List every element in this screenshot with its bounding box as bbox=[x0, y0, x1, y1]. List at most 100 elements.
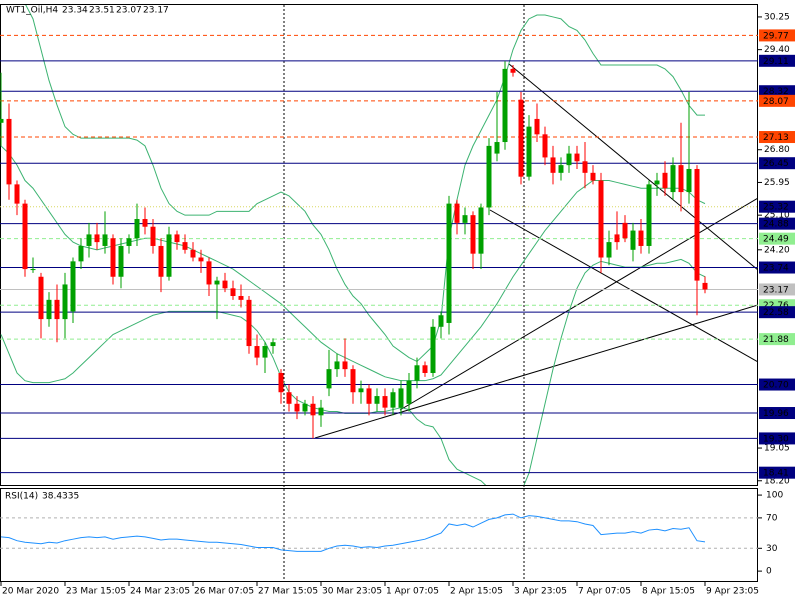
candle-body bbox=[14, 184, 20, 204]
last-low: 23.07 bbox=[116, 6, 142, 16]
level-label-box bbox=[759, 232, 795, 245]
candle-body bbox=[294, 403, 300, 412]
rsi-line bbox=[0, 513, 706, 552]
main-plot bbox=[0, 5, 758, 485]
main-frame bbox=[0, 4, 758, 486]
candle-body bbox=[582, 161, 588, 173]
level-label: 24.49 bbox=[763, 235, 789, 245]
level-label-box bbox=[759, 407, 795, 420]
candle-body bbox=[598, 180, 604, 258]
candle-body bbox=[70, 261, 76, 312]
candle-body bbox=[374, 396, 380, 404]
level-label-box bbox=[759, 29, 795, 42]
x-tick-label: 1 Apr 07:05 bbox=[386, 587, 439, 597]
candle-body bbox=[158, 245, 164, 277]
candle-body bbox=[110, 238, 116, 277]
candle-body bbox=[494, 142, 500, 154]
candle-body bbox=[486, 145, 492, 208]
candle-body bbox=[478, 207, 484, 254]
candle-body bbox=[470, 215, 476, 254]
candle-body bbox=[350, 369, 356, 393]
x-tick-label: 2 Apr 15:05 bbox=[450, 587, 503, 597]
candle-body bbox=[662, 172, 668, 189]
level-label: 23.17 bbox=[763, 285, 789, 295]
y-tick-label: 18.20 bbox=[764, 476, 790, 486]
rsi-plot bbox=[0, 513, 758, 552]
level-label-box bbox=[759, 378, 795, 391]
candle-body bbox=[182, 242, 188, 250]
level-label-box bbox=[759, 54, 795, 67]
candle-body bbox=[214, 280, 220, 285]
level-label-box bbox=[759, 432, 795, 445]
x-tick-label: 30 Mar 23:05 bbox=[322, 587, 382, 597]
candle-body bbox=[118, 245, 124, 277]
last-high: 23.51 bbox=[89, 6, 115, 16]
candle-body bbox=[510, 68, 516, 73]
candle-body bbox=[278, 372, 284, 393]
candle-body bbox=[22, 203, 28, 270]
candle-body bbox=[6, 118, 12, 185]
level-label-box bbox=[759, 157, 795, 170]
candle-body bbox=[38, 276, 44, 320]
candle-body bbox=[678, 165, 684, 193]
x-tick-label: 27 Mar 15:05 bbox=[258, 587, 318, 597]
candle-body bbox=[702, 282, 708, 290]
level-label: 19.96 bbox=[763, 409, 789, 419]
y-tick-label: 30 bbox=[766, 544, 778, 554]
candle-body bbox=[686, 168, 692, 193]
candle-body bbox=[502, 68, 508, 143]
y-tick-label: 26.80 bbox=[764, 145, 790, 155]
last-close: 23.17 bbox=[143, 6, 169, 16]
x-tick-label: 7 Apr 07:05 bbox=[578, 587, 631, 597]
y-tick-label: 0 bbox=[766, 567, 772, 577]
bollinger-band bbox=[25, 5, 705, 363]
candle-body bbox=[462, 215, 468, 223]
trend-line bbox=[314, 304, 758, 439]
candle-body bbox=[166, 234, 172, 277]
candle-body bbox=[566, 153, 572, 166]
candle-body bbox=[102, 234, 108, 246]
candle-body bbox=[558, 165, 564, 173]
candle-body bbox=[526, 126, 532, 177]
level-label: 20.70 bbox=[763, 381, 789, 391]
candle-body bbox=[606, 242, 612, 258]
candle-body bbox=[174, 234, 180, 243]
candle-body bbox=[446, 203, 452, 323]
candle-body bbox=[238, 296, 244, 300]
candle-body bbox=[334, 361, 340, 370]
level-label: 19.30 bbox=[763, 434, 789, 444]
level-label: 26.45 bbox=[763, 159, 789, 169]
level-label-box bbox=[759, 306, 795, 319]
y-tick-label: 29.40 bbox=[764, 45, 790, 55]
candle-body bbox=[358, 388, 364, 393]
y-tick-label: 24.20 bbox=[764, 245, 790, 255]
candle-body bbox=[206, 261, 212, 285]
x-tick-label: 24 Mar 23:05 bbox=[130, 587, 190, 597]
candle-body bbox=[694, 168, 700, 281]
candle-body bbox=[302, 403, 308, 412]
last-open: 23.34 bbox=[62, 6, 88, 16]
level-label: 29.11 bbox=[763, 57, 789, 67]
level-label: 23.74 bbox=[763, 264, 789, 274]
candle-body bbox=[574, 153, 580, 162]
level-label-box bbox=[759, 283, 795, 296]
y-tick-label: 70 bbox=[766, 513, 778, 523]
level-label: 28.32 bbox=[763, 87, 789, 97]
x-tick-label: 3 Apr 23:05 bbox=[514, 587, 567, 597]
y-tick-label: 25.10 bbox=[764, 211, 790, 221]
level-label-box bbox=[759, 94, 795, 107]
level-label: 28.07 bbox=[763, 97, 789, 107]
y-tick-label: 25.95 bbox=[764, 178, 790, 188]
candle-body bbox=[62, 284, 68, 320]
candle-body bbox=[30, 269, 36, 271]
candle-body bbox=[78, 245, 84, 262]
level-label-box bbox=[759, 466, 795, 479]
x-tick-label: 23 Mar 15:05 bbox=[66, 587, 126, 597]
candle-body bbox=[406, 380, 412, 404]
candle-body bbox=[550, 157, 556, 173]
candle-body bbox=[590, 172, 596, 181]
level-label: 22.58 bbox=[763, 308, 789, 318]
candle-body bbox=[518, 99, 524, 177]
